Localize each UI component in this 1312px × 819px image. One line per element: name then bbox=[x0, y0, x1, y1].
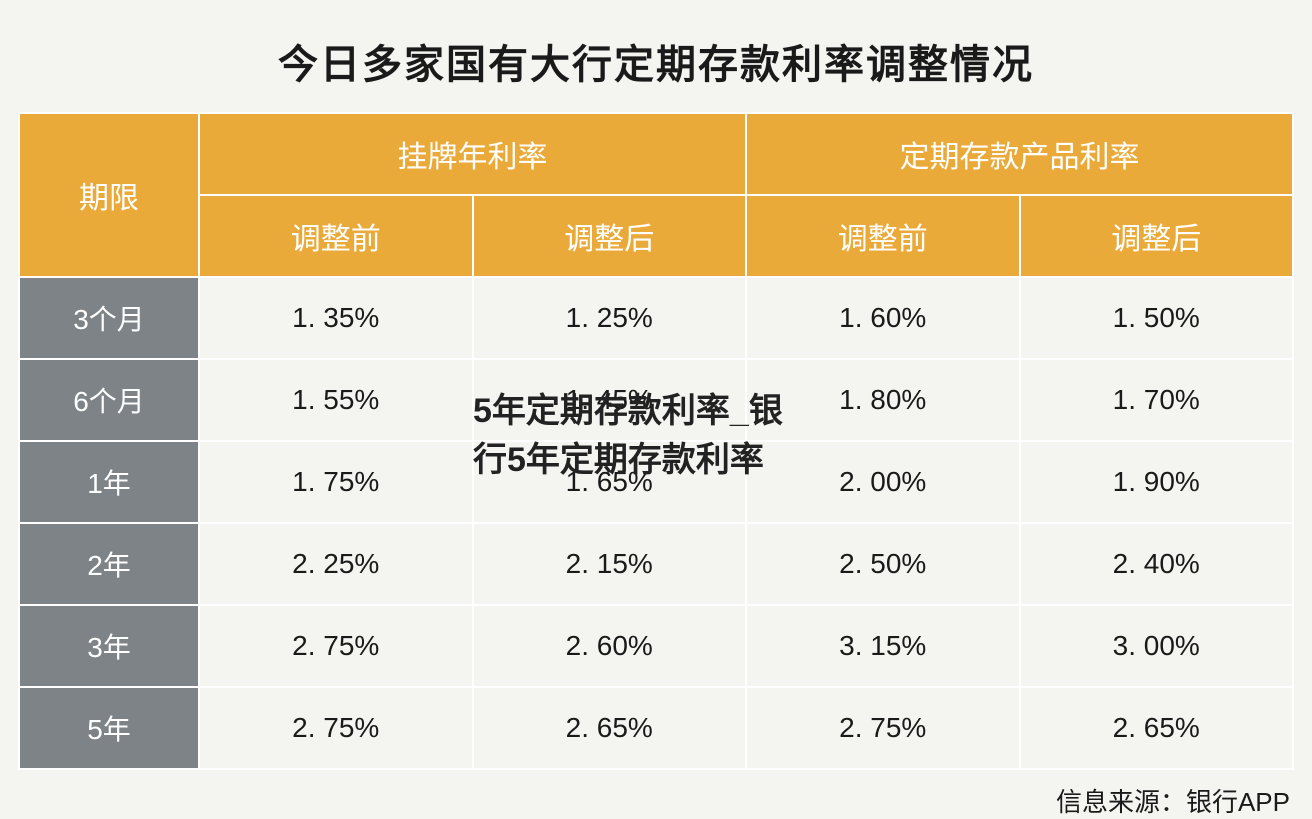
cell-prod-before: 2. 50% bbox=[746, 523, 1020, 605]
table-row: 2年 2. 25% 2. 15% 2. 50% 2. 40% bbox=[19, 523, 1293, 605]
cell-period: 3个月 bbox=[19, 277, 199, 359]
source-attribution: 信息来源：银行APP bbox=[18, 770, 1294, 819]
cell-period: 2年 bbox=[19, 523, 199, 605]
th-product-before: 调整前 bbox=[746, 195, 1020, 277]
cell-listed-before: 2. 75% bbox=[199, 605, 473, 687]
th-listed-after: 调整后 bbox=[473, 195, 747, 277]
table-row: 5年 2. 75% 2. 65% 2. 75% 2. 65% bbox=[19, 687, 1293, 769]
table-row: 3年 2. 75% 2. 60% 3. 15% 3. 00% bbox=[19, 605, 1293, 687]
th-product-after: 调整后 bbox=[1020, 195, 1294, 277]
cell-listed-before: 1. 75% bbox=[199, 441, 473, 523]
cell-listed-before: 1. 55% bbox=[199, 359, 473, 441]
cell-listed-before: 2. 25% bbox=[199, 523, 473, 605]
th-listed-rate: 挂牌年利率 bbox=[199, 113, 746, 195]
cell-listed-after: 2. 60% bbox=[473, 605, 747, 687]
th-period: 期限 bbox=[19, 113, 199, 277]
overlay-caption: 5年定期存款利率_银 行5年定期存款利率 bbox=[473, 387, 873, 486]
cell-listed-before: 1. 35% bbox=[199, 277, 473, 359]
table-row: 3个月 1. 35% 1. 25% 1. 60% 1. 50% bbox=[19, 277, 1293, 359]
cell-prod-after: 1. 70% bbox=[1020, 359, 1294, 441]
cell-prod-after: 1. 50% bbox=[1020, 277, 1294, 359]
cell-listed-before: 2. 75% bbox=[199, 687, 473, 769]
th-listed-before: 调整前 bbox=[199, 195, 473, 277]
cell-prod-before: 1. 60% bbox=[746, 277, 1020, 359]
cell-period: 1年 bbox=[19, 441, 199, 523]
cell-listed-after: 1. 25% bbox=[473, 277, 747, 359]
header-row-2: 调整前 调整后 调整前 调整后 bbox=[19, 195, 1293, 277]
table-body: 3个月 1. 35% 1. 25% 1. 60% 1. 50% 6个月 1. 5… bbox=[19, 277, 1293, 769]
header-row-1: 期限 挂牌年利率 定期存款产品利率 bbox=[19, 113, 1293, 195]
cell-listed-after: 2. 15% bbox=[473, 523, 747, 605]
cell-prod-before: 3. 15% bbox=[746, 605, 1020, 687]
overlay-line1: 5年定期存款利率_银 bbox=[473, 392, 783, 430]
page-title: 今日多家国有大行定期存款利率调整情况 bbox=[18, 20, 1294, 112]
table-container: C 财联社 期限 挂牌年利率 定期存款产品利率 调整前 调整后 调整前 调整后 … bbox=[18, 112, 1294, 770]
cell-prod-after: 3. 00% bbox=[1020, 605, 1294, 687]
cell-prod-after: 2. 65% bbox=[1020, 687, 1294, 769]
cell-period: 3年 bbox=[19, 605, 199, 687]
overlay-line2: 行5年定期存款利率 bbox=[473, 441, 764, 479]
cell-listed-after: 2. 65% bbox=[473, 687, 747, 769]
cell-prod-after: 1. 90% bbox=[1020, 441, 1294, 523]
cell-period: 5年 bbox=[19, 687, 199, 769]
th-product-rate: 定期存款产品利率 bbox=[746, 113, 1293, 195]
cell-period: 6个月 bbox=[19, 359, 199, 441]
cell-prod-before: 2. 75% bbox=[746, 687, 1020, 769]
cell-prod-after: 2. 40% bbox=[1020, 523, 1294, 605]
